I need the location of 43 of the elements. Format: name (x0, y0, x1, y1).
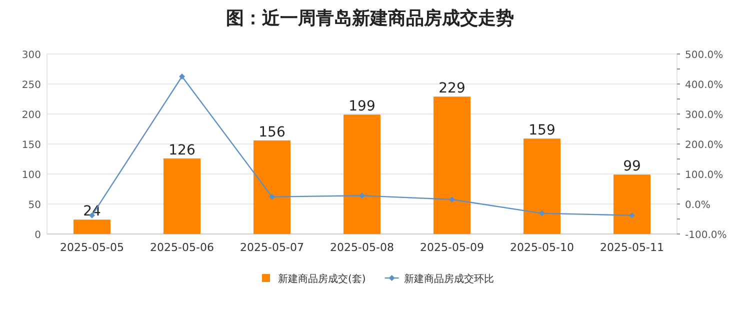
y2-tick-label: 200.0% (685, 140, 724, 151)
data-label: 159 (528, 122, 556, 139)
x-tick-label: 2025-05-07 (240, 241, 304, 254)
chart-title: 图：近一周青岛新建商品房成交走势 (226, 8, 514, 29)
bar (164, 158, 200, 234)
y2-tick-label: 500.0% (685, 50, 724, 61)
bar (614, 174, 650, 234)
data-label: 99 (623, 158, 641, 175)
bar (524, 138, 560, 234)
point (269, 194, 275, 200)
bar (254, 140, 290, 234)
x-tick-label: 2025-05-10 (510, 241, 574, 254)
bar (74, 220, 110, 234)
y2-tick-label: -100.0% (685, 230, 727, 241)
x-tick-label: 2025-05-11 (600, 241, 664, 254)
y-tick-label: 250 (22, 80, 41, 91)
data-label: 199 (348, 98, 376, 115)
y-tick-label: 100 (22, 170, 41, 181)
bar (434, 96, 470, 234)
y-tick-label: 50 (28, 200, 41, 211)
y2-tick-label: 100.0% (685, 170, 724, 181)
y2-tick-label: 300.0% (685, 110, 724, 121)
data-label: 156 (258, 124, 286, 140)
data-label: 126 (168, 142, 196, 158)
bar (344, 114, 380, 234)
point (539, 210, 545, 216)
point (359, 192, 365, 199)
y-tick-label: 200 (22, 110, 41, 121)
x-tick-label: 2025-05-06 (150, 241, 214, 254)
x-tick-label: 2025-05-05 (60, 241, 124, 254)
y2-tick-label: 0.0% (685, 200, 710, 211)
point (179, 74, 185, 80)
point (629, 212, 635, 218)
y-tick-label: 0 (34, 230, 41, 241)
x-tick-label: 2025-05-09 (420, 241, 484, 254)
y2-tick-label: 400.0% (685, 80, 724, 91)
legend-label: 新建商品房成交环比 (404, 273, 494, 285)
x-tick-label: 2025-05-08 (330, 241, 394, 254)
legend-label: 新建商品房成交(套) (278, 273, 366, 285)
point (449, 196, 455, 202)
y-tick-label: 300 (22, 50, 41, 61)
data-label: 229 (438, 80, 466, 97)
y-tick-label: 150 (22, 140, 41, 151)
